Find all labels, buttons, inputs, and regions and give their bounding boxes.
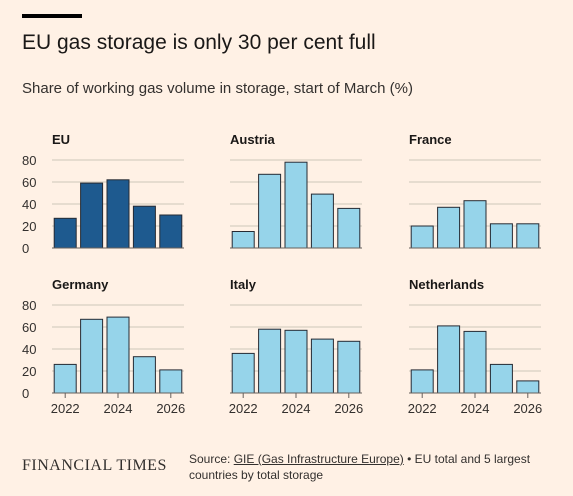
y-tick-label: 40 [22,197,36,212]
bar-france-2024 [463,200,487,249]
bar-italy-2023 [258,328,282,394]
x-tick-label: 2022 [51,401,80,416]
y-tick-label: 20 [22,364,36,379]
bar-austria-2022 [231,231,255,249]
bar-france-2023 [437,206,461,249]
bar-germany-2022 [53,363,77,394]
bar-austria-2023 [258,173,282,249]
panel-title-eu: EU [52,132,70,147]
x-tick-label: 2022 [408,401,437,416]
panel-title-italy: Italy [230,277,257,292]
y-tick-label: 60 [22,320,36,335]
bar-germany-2023 [80,318,104,394]
source-label: Source: [189,452,234,466]
x-tick-label: 2024 [461,401,490,416]
bar-france-2022 [410,225,434,249]
bar-germany-2026 [159,369,183,394]
source-note: Source: GIE (Gas Infrastructure Europe) … [189,451,559,483]
x-tick-label: 2022 [229,401,258,416]
bar-netherlands-2025 [489,363,513,394]
y-tick-label: 80 [22,153,36,168]
x-tick-label: 2026 [513,401,542,416]
bar-netherlands-2026 [516,380,540,394]
panel-title-austria: Austria [230,132,276,147]
bar-netherlands-2023 [437,325,461,394]
bar-italy-2024 [284,329,308,394]
bar-eu-2025 [132,205,156,249]
panel-title-germany: Germany [52,277,109,292]
brand-rule [22,14,82,18]
x-tick-label: 2024 [104,401,133,416]
chart-subtitle: Share of working gas volume in storage, … [22,80,413,97]
panel-title-france: France [409,132,452,147]
bar-france-2025 [489,223,513,249]
bar-eu-2024 [106,179,130,249]
panel-title-netherlands: Netherlands [409,277,484,292]
y-tick-label: 40 [22,342,36,357]
bar-austria-2024 [284,161,308,249]
bar-austria-2026 [337,207,361,249]
y-tick-label: 20 [22,219,36,234]
y-tick-label: 0 [22,386,29,401]
bar-italy-2026 [337,340,361,394]
source-link[interactable]: GIE (Gas Infrastructure Europe) [233,452,404,466]
ft-logo: FINANCIAL TIMES [22,457,167,474]
bar-italy-2025 [310,338,334,394]
bar-austria-2025 [310,193,334,249]
bar-germany-2025 [132,356,156,394]
y-tick-label: 60 [22,175,36,190]
x-tick-label: 2026 [156,401,185,416]
chart-title: EU gas storage is only 30 per cent full [22,31,376,54]
x-tick-label: 2024 [282,401,311,416]
bar-eu-2022 [53,217,77,249]
bar-eu-2026 [159,214,183,249]
y-tick-label: 0 [22,241,29,256]
x-tick-label: 2026 [334,401,363,416]
bar-italy-2022 [231,352,255,394]
y-tick-label: 80 [22,298,36,313]
bar-france-2026 [516,223,540,249]
bar-eu-2023 [80,182,104,249]
source-detail: • EU total and 5 largest countries by to… [189,452,531,482]
bar-netherlands-2024 [463,330,487,394]
bar-netherlands-2022 [410,369,434,394]
bar-germany-2024 [106,316,130,394]
